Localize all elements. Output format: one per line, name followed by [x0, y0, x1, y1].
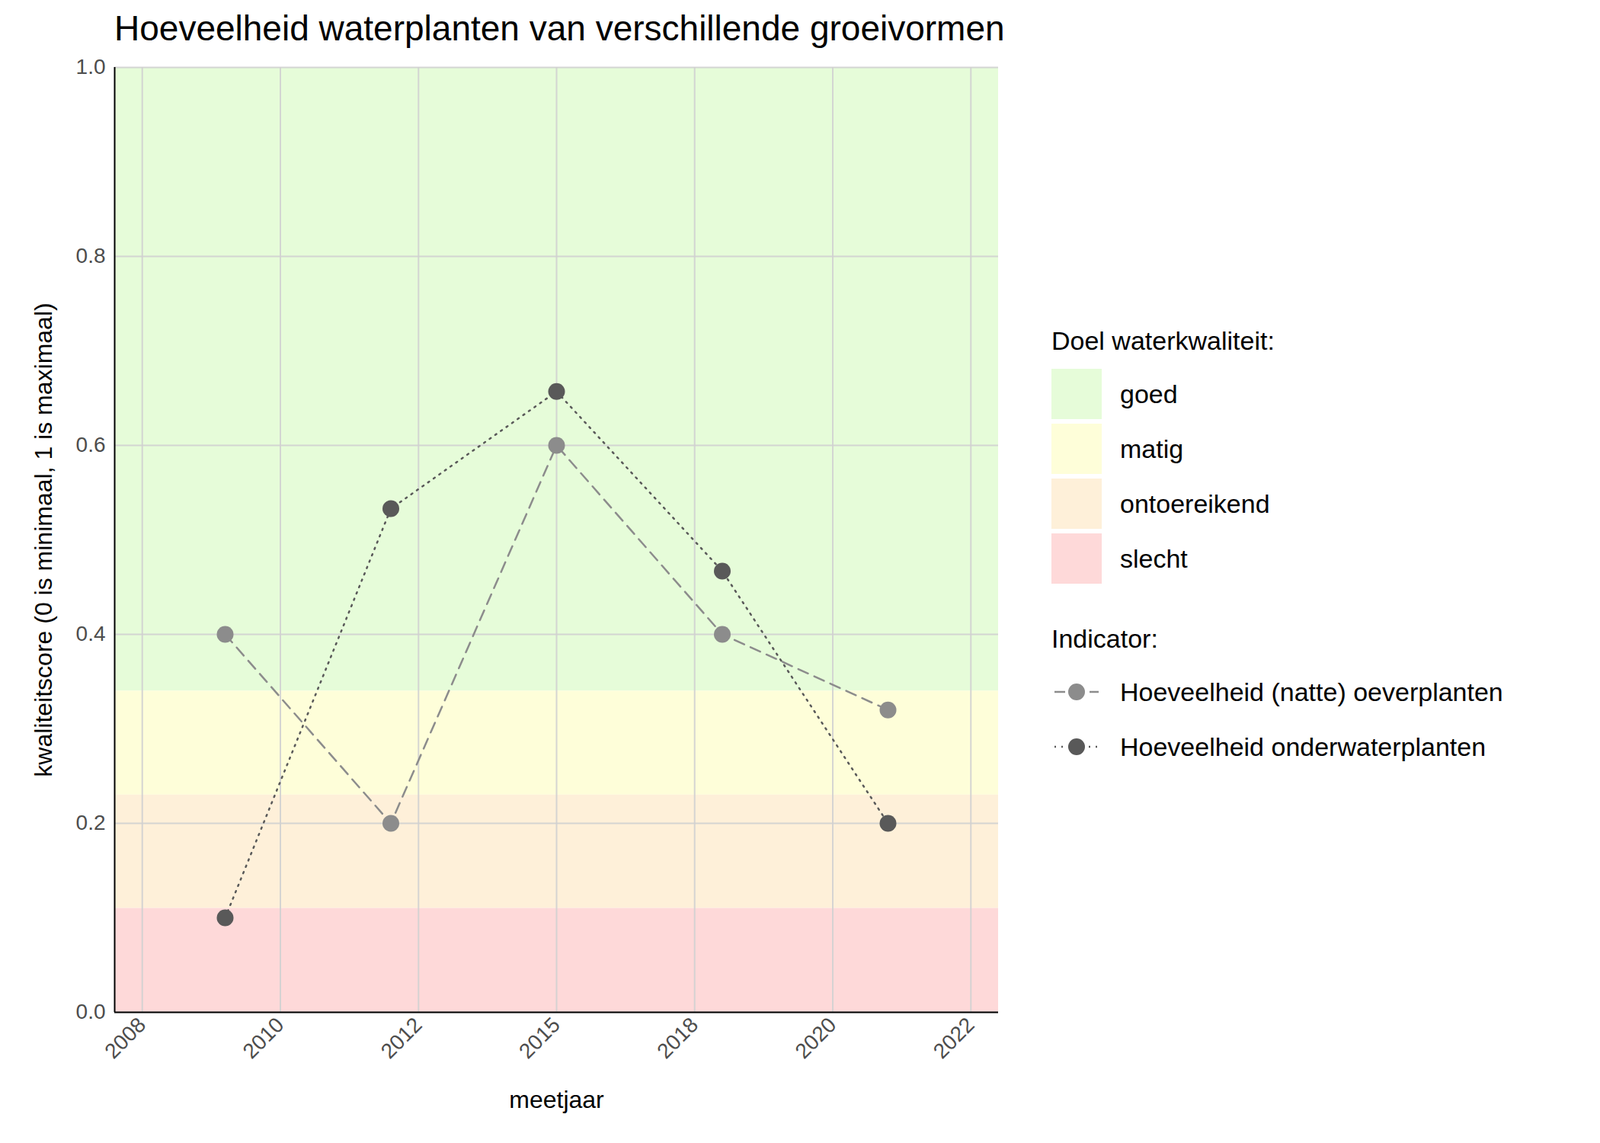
- svg-text:0.4: 0.4: [76, 621, 106, 646]
- html-text:Indicator:: Indicator:: [1051, 624, 1159, 653]
- svg-text:2020: 2020: [790, 1012, 842, 1063]
- svg-text:kwaliteitscore (0 is minimaal,: kwaliteitscore (0 is minimaal, 1 is maxi…: [29, 302, 58, 777]
- html-text:matig: matig: [1120, 433, 1184, 463]
- svg-text:0.6: 0.6: [76, 432, 106, 457]
- svg-text:2022: 2022: [928, 1012, 980, 1063]
- svg-text:meetjaar: meetjaar: [508, 1085, 605, 1114]
- svg-text:2012: 2012: [376, 1012, 427, 1063]
- svg-text:2010: 2010: [238, 1012, 289, 1063]
- html-text:Hoeveelheid (natte) oeverplant: Hoeveelheid (natte) oeverplanten: [1120, 676, 1504, 706]
- html-text:Hoeveelheid waterplanten van v: Hoeveelheid waterplanten van verschillen…: [114, 8, 1005, 48]
- svg-text:0.8: 0.8: [76, 243, 106, 268]
- svg-text:2008: 2008: [99, 1012, 151, 1063]
- html-text:slecht: slecht: [1120, 543, 1188, 573]
- svg-text:0.2: 0.2: [76, 810, 106, 835]
- svg-text:0.0: 0.0: [76, 999, 106, 1024]
- svg-text:2018: 2018: [652, 1012, 703, 1063]
- html-text:goed: goed: [1120, 379, 1178, 408]
- svg-text:1.0: 1.0: [76, 54, 106, 79]
- html-text:Hoeveelheid onderwaterplanten: Hoeveelheid onderwaterplanten: [1120, 731, 1486, 761]
- html-text:ontoereikend: ontoereikend: [1120, 488, 1270, 518]
- svg-text:2015: 2015: [514, 1012, 565, 1063]
- html-text:Doel waterkwaliteit:: Doel waterkwaliteit:: [1051, 326, 1275, 356]
